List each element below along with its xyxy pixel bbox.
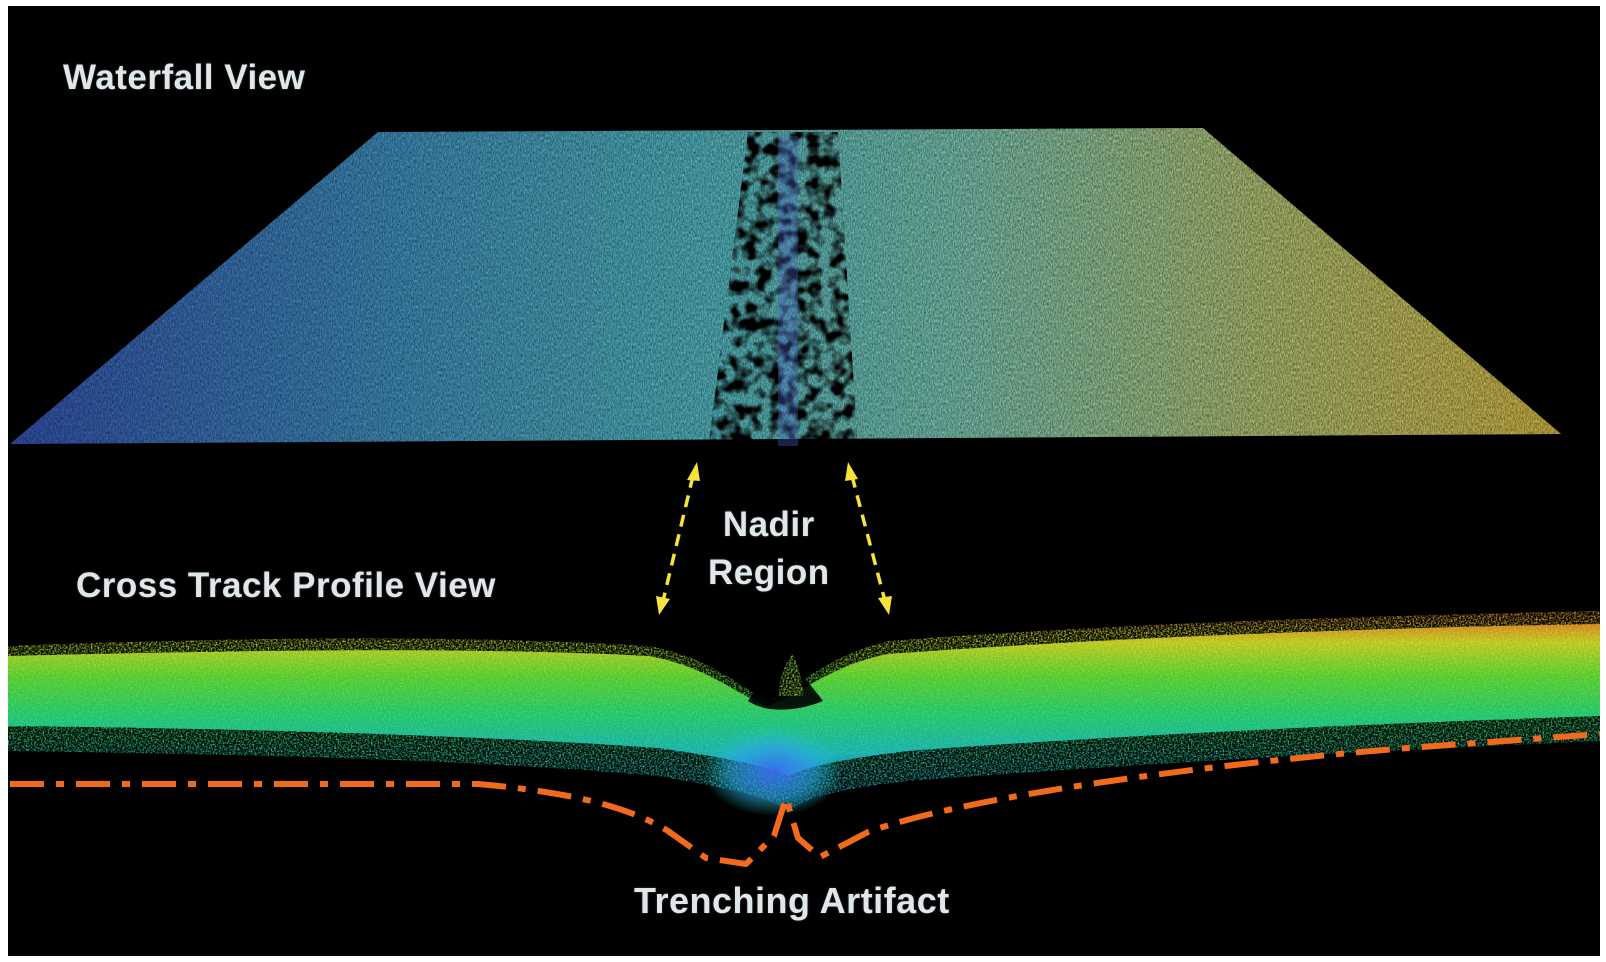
image-frame: Waterfall View Cross Track Profile View … (8, 6, 1600, 956)
nadir-arrow-right (850, 475, 887, 602)
nadir-region-label: Nadir Region (708, 501, 830, 597)
waterfall-view-title: Waterfall View (63, 58, 306, 97)
arrow-heads (656, 462, 892, 615)
nadir-arrows (661, 475, 887, 602)
trenching-artifact-label: Trenching Artifact (634, 880, 950, 921)
multibeam-scene (8, 128, 1600, 867)
profile-point-cloud (8, 611, 1600, 816)
cross-track-profile-title: Cross Track Profile View (76, 566, 496, 605)
nadir-arrow-left (661, 475, 695, 602)
nadir-label-line1: Nadir (722, 505, 815, 544)
trench-line (10, 731, 1600, 867)
nadir-label-line2: Region (708, 553, 830, 592)
waterfall-swath (10, 128, 1561, 451)
